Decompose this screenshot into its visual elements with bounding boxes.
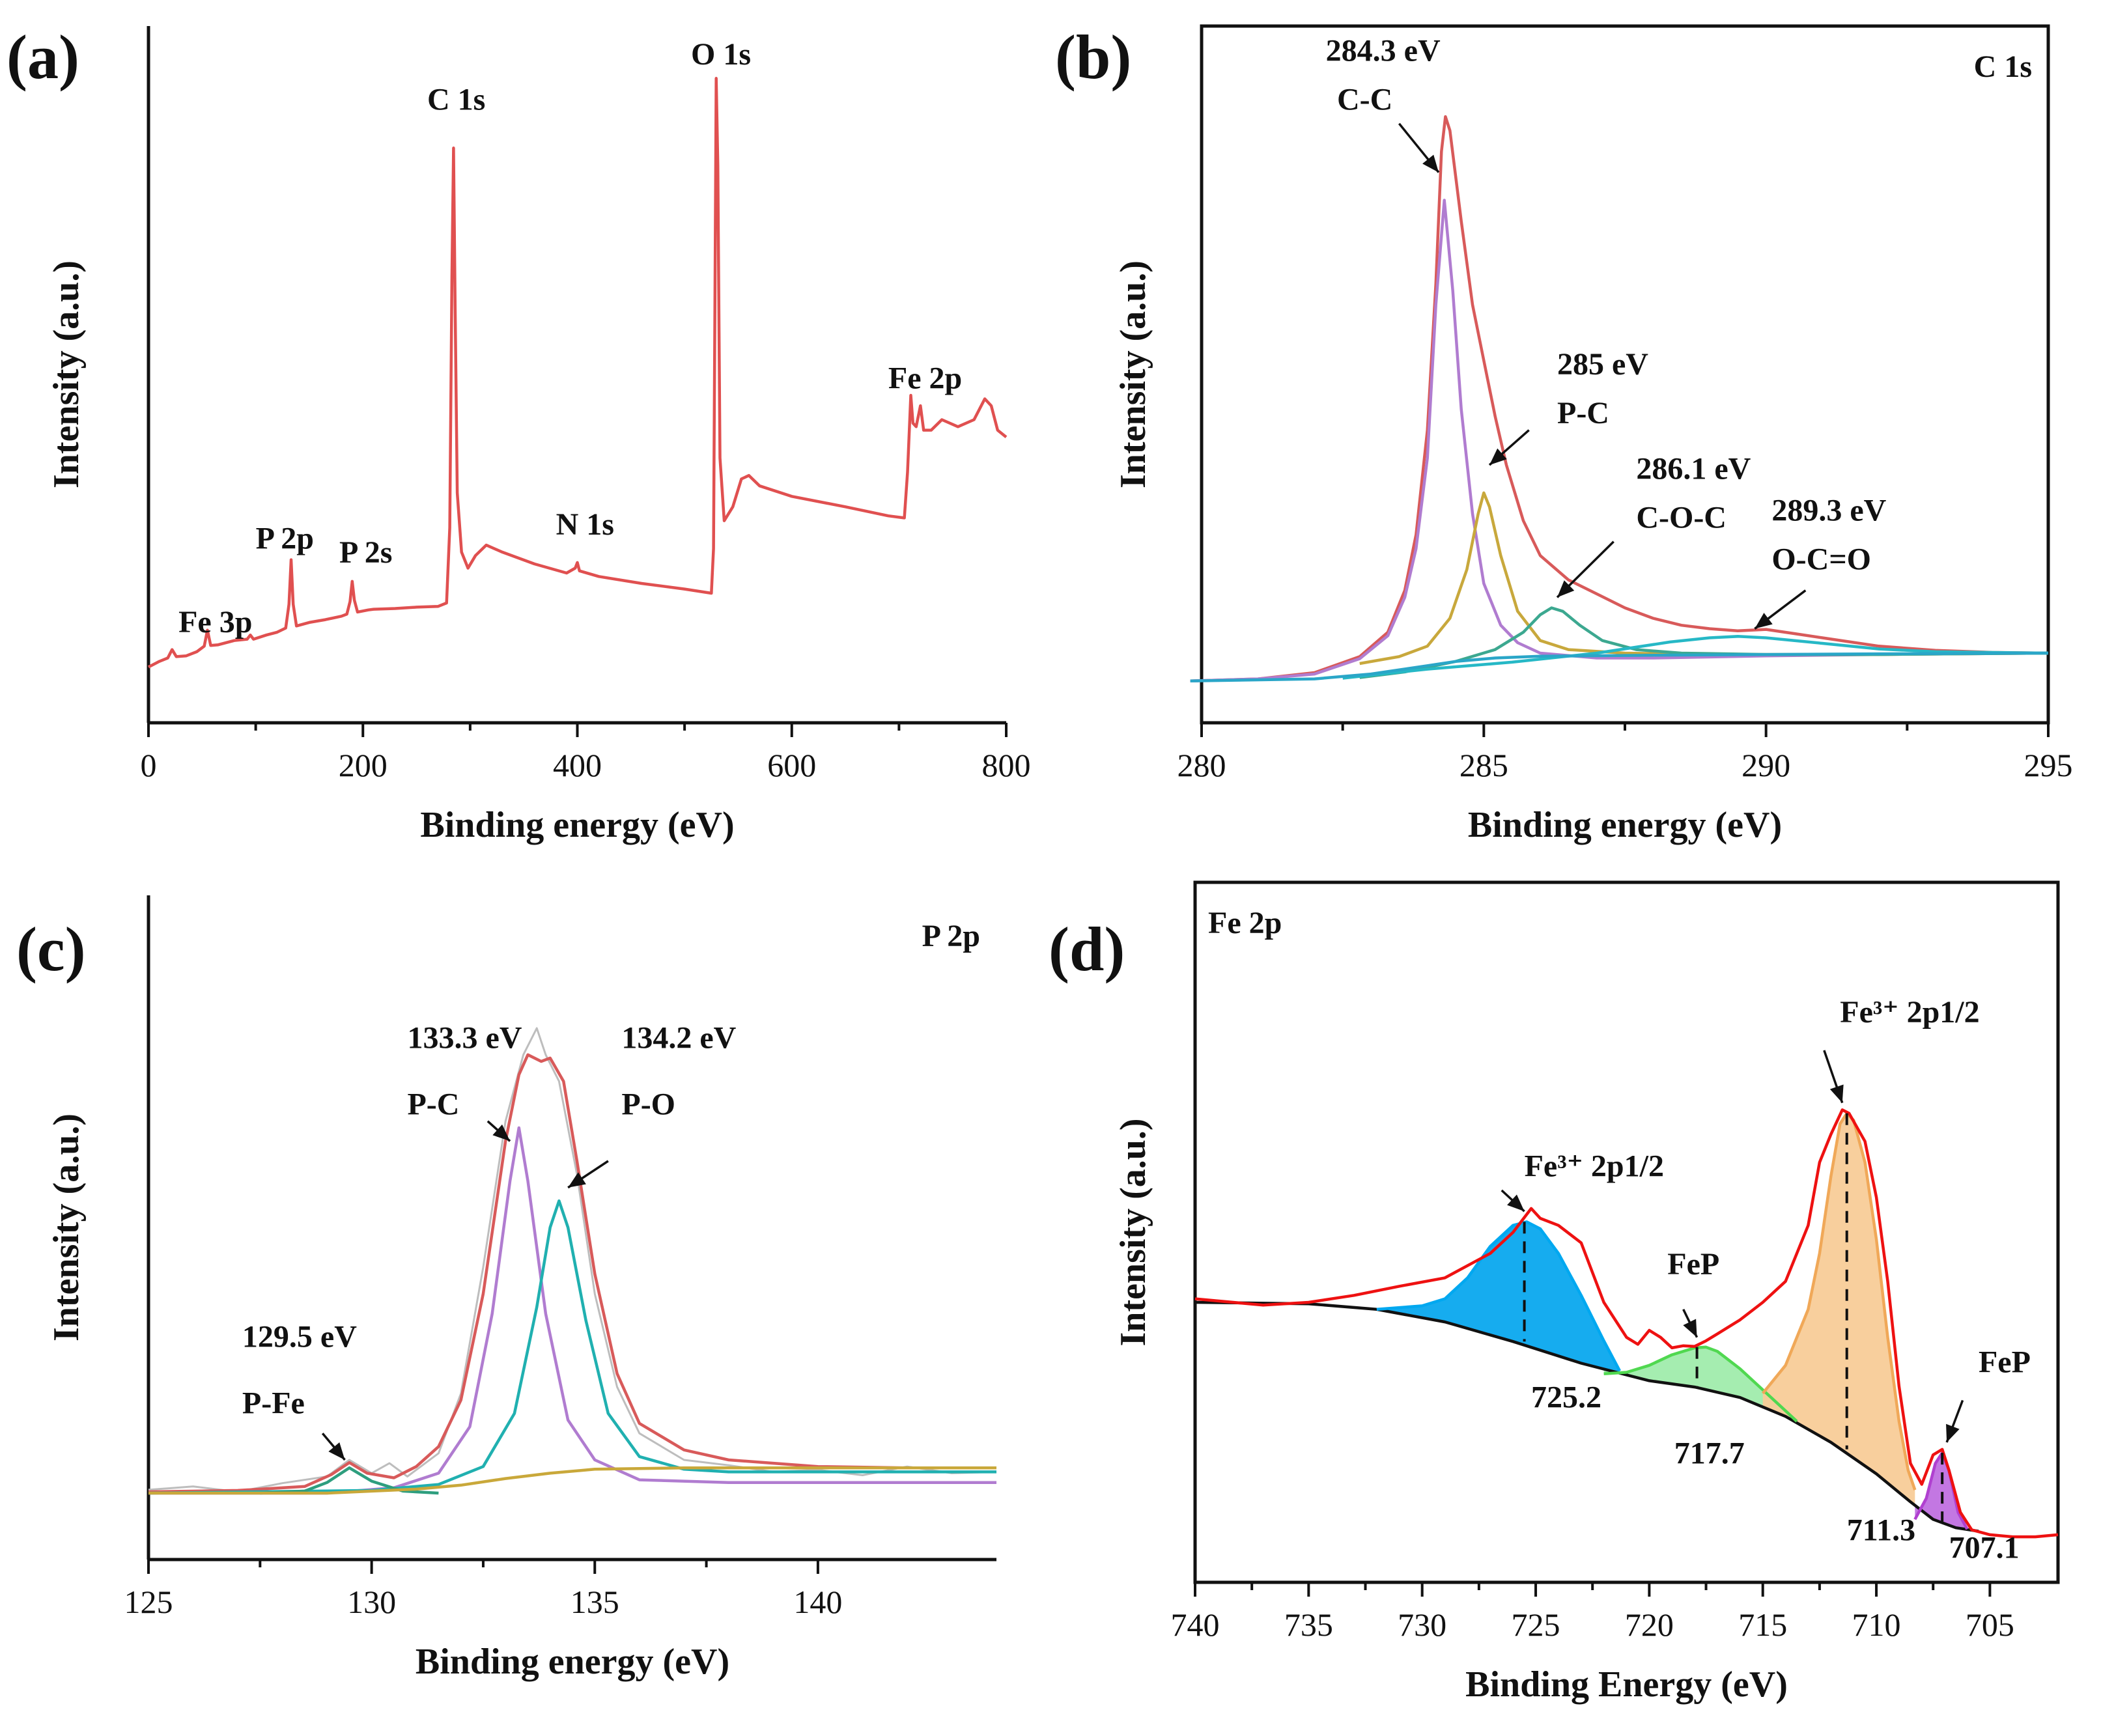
peak-annotation: O-C=O: [1771, 542, 1871, 577]
x-tick-label: 705: [1966, 1606, 2014, 1643]
peak-annotation: C-C: [1337, 82, 1392, 117]
peak-annotation: N 1s: [556, 507, 614, 542]
annotation-arrowhead: [1829, 1084, 1844, 1103]
peak-annotation: C 1s: [427, 82, 485, 117]
annotation-arrowhead: [1422, 154, 1439, 173]
x-tick-label: 200: [339, 747, 388, 783]
panel-letter: (c): [16, 914, 86, 984]
annotation-arrowhead: [1683, 1319, 1697, 1337]
x-tick-label: 280: [1177, 747, 1226, 783]
series-line-raw: [148, 1027, 997, 1493]
annotation-arrowhead: [1755, 613, 1773, 629]
x-tick-label: 740: [1171, 1606, 1220, 1643]
x-tick-label: 710: [1852, 1606, 1901, 1643]
peak-annotation: 129.5 eV: [242, 1320, 357, 1354]
peak-annotation: Fe 3p: [178, 605, 252, 639]
x-axis-title: Binding energy (eV): [420, 805, 734, 845]
peak-annotation: P 2s: [339, 535, 392, 570]
y-axis-title: Intensity (a.u.): [1113, 1118, 1153, 1346]
series-line-raw: [1194, 1108, 2059, 1539]
peak-annotation: C-O-C: [1636, 500, 1727, 535]
x-tick-label: 730: [1398, 1606, 1446, 1643]
y-axis-title: Intensity (a.u.): [46, 260, 87, 488]
series-line-fep-717-7-: [1603, 1345, 1798, 1423]
peak-annotation: P-C: [407, 1087, 459, 1122]
annotation-arrowhead: [1489, 448, 1507, 466]
peak-annotation: FeP: [1667, 1247, 1719, 1281]
plot-frame: [1193, 880, 2060, 1584]
x-tick-label: 295: [2024, 747, 2073, 783]
peak-annotation: P 2p: [256, 522, 314, 556]
peak-annotation: 285 eV: [1557, 347, 1648, 382]
peak-annotation: 707.1: [1949, 1530, 2020, 1565]
peak-annotation: 711.3: [1847, 1513, 1915, 1548]
panel-letter: (a): [7, 22, 79, 92]
series-line-c-c: [1190, 199, 2049, 683]
x-tick-label: 125: [124, 1584, 173, 1620]
series-line-envelope: [148, 1053, 996, 1494]
peak-annotation: O 1s: [691, 37, 751, 72]
series-line-measured-envelope: [1190, 115, 2049, 683]
series-line-survey: [147, 77, 1008, 669]
peak-annotation: Fe³⁺ 2p1/2: [1525, 1149, 1664, 1184]
x-axis-title: Binding energy (eV): [416, 1642, 729, 1682]
annotation-arrowhead: [328, 1442, 345, 1460]
peak-annotation: 725.2: [1531, 1380, 1601, 1414]
x-tick-label: 140: [793, 1584, 842, 1620]
peak-annotation: Fe 2p: [888, 361, 962, 395]
x-axis-title: Binding Energy (eV): [1465, 1664, 1788, 1705]
series-line-background: [148, 1466, 996, 1495]
series-line-p-o: [148, 1199, 996, 1495]
x-tick-label: 290: [1741, 747, 1790, 783]
area-fep-717-7-: [1603, 1347, 1798, 1423]
area-fe3-2p1-2-725-2-: [1376, 1222, 1620, 1373]
chart-panel-3: (c) 125 130 135 140 Binding energy (eV) Intens…: [16, 895, 997, 1682]
chart-panel-2: (b) 280 285 290 295 Binding energy (eV) Intens…: [1055, 22, 2073, 845]
x-tick-label: 720: [1625, 1606, 1674, 1643]
x-tick-label: 800: [982, 747, 1031, 783]
series-line-baseline: [1194, 1300, 1979, 1533]
corner-label: Fe 2p: [1208, 906, 1282, 940]
series-line-o-c-o: [1342, 635, 2049, 680]
x-tick-label: 130: [347, 1584, 396, 1620]
annotation-arrowhead: [1507, 1194, 1525, 1212]
annotation-arrowhead: [1946, 1423, 1960, 1442]
y-axis-title: Intensity (a.u.): [1113, 260, 1153, 488]
area-fep-707-1-: [1915, 1453, 1967, 1530]
x-tick-label: 600: [767, 747, 816, 783]
peak-annotation: 286.1 eV: [1636, 452, 1751, 486]
corner-label: P 2p: [922, 919, 980, 953]
panel-letter: (b): [1055, 22, 1131, 92]
annotation-arrowhead: [492, 1124, 511, 1141]
peak-annotation: P-O: [621, 1087, 675, 1122]
peak-annotation: 284.3 eV: [1326, 34, 1441, 68]
series-line-p-c: [148, 1126, 996, 1495]
x-tick-label: 0: [141, 747, 157, 783]
x-tick-label: 135: [571, 1584, 619, 1620]
x-tick-label: 725: [1512, 1606, 1560, 1643]
x-axis-title: Binding energy (eV): [1468, 805, 1782, 845]
x-tick-label: 715: [1738, 1606, 1787, 1643]
chart-panel-4: (d) 740 735 730 725 720 715 710 705 Binding Energ…: [1049, 880, 2060, 1705]
chart-panel-1: (a) 0 200 400 600 800 Binding energy (eV) Inten…: [7, 22, 1031, 845]
x-tick-label: 735: [1284, 1606, 1333, 1643]
peak-annotation: 134.2 eV: [621, 1021, 736, 1056]
peak-annotation: 133.3 eV: [407, 1021, 522, 1056]
peak-annotation: P-Fe: [242, 1386, 305, 1421]
panel-letter: (d): [1049, 914, 1125, 984]
annotation-arrowhead: [568, 1172, 586, 1188]
annotation-arrowhead: [1557, 580, 1575, 598]
peak-annotation: 717.7: [1674, 1436, 1745, 1470]
y-axis-title: Intensity (a.u.): [46, 1113, 87, 1341]
peak-annotation: 289.3 eV: [1771, 494, 1886, 528]
corner-label: C 1s: [1974, 49, 2032, 84]
peak-annotation: Fe³⁺ 2p1/2: [1840, 995, 1979, 1029]
series-line-background: [1190, 651, 2049, 683]
area-fe3-2p1-2-711-3-: [1762, 1113, 1915, 1505]
peak-annotation: FeP: [1979, 1345, 2031, 1380]
x-tick-label: 285: [1459, 747, 1508, 783]
peak-annotation: P-C: [1557, 396, 1609, 430]
x-tick-label: 400: [553, 747, 602, 783]
